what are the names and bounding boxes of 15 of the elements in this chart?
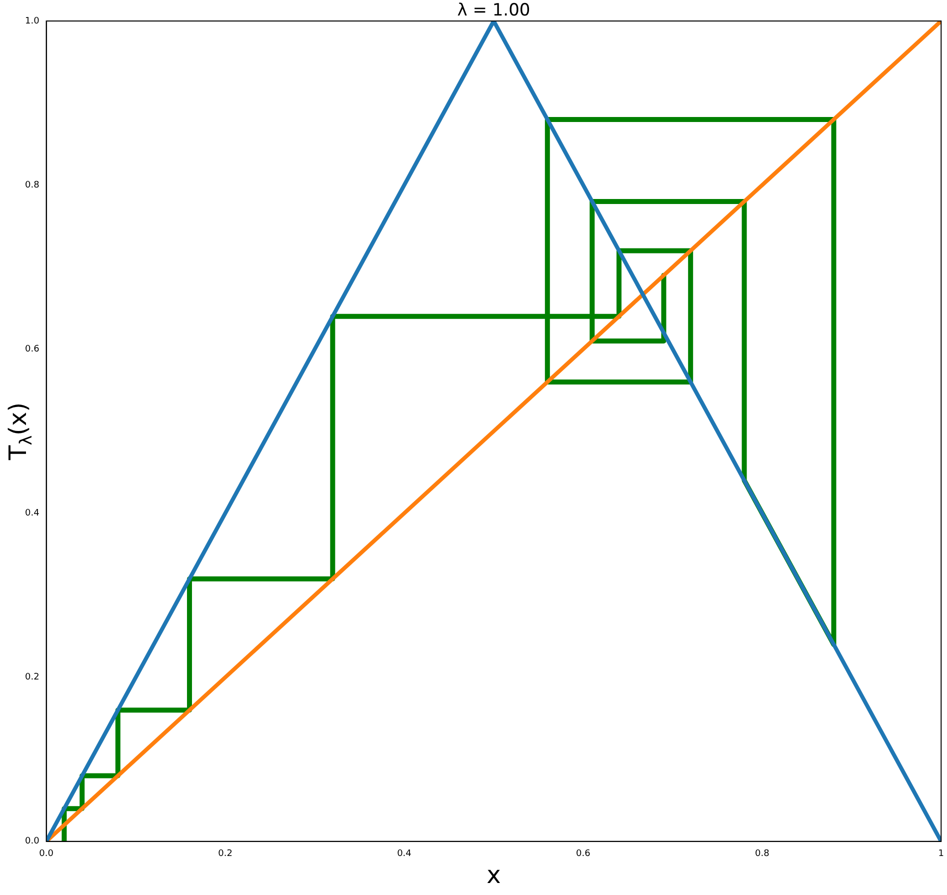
x-tick-label: 0.0 (39, 849, 54, 860)
y-tick-label: 0.6 (24, 344, 40, 355)
x-tick-label: 0.2 (218, 849, 232, 860)
y-tick-label: 1.0 (24, 16, 40, 26)
y-tick-label: 0.2 (24, 672, 40, 683)
y-axis-title: Tλ(x) (4, 402, 36, 461)
y-tick-label: 0.4 (24, 508, 40, 519)
y-tick-label: 0.8 (24, 180, 40, 190)
x-tick-label: 0.6 (576, 849, 591, 860)
x-tick-label: 0.4 (397, 849, 412, 860)
x-tick-label: 1 (938, 849, 944, 860)
x-tick-label: 0.8 (755, 849, 770, 860)
x-axis-title: x (486, 860, 501, 889)
chart-title: λ = 1.00 (457, 0, 530, 20)
y-tick-label: 0.0 (24, 836, 40, 847)
